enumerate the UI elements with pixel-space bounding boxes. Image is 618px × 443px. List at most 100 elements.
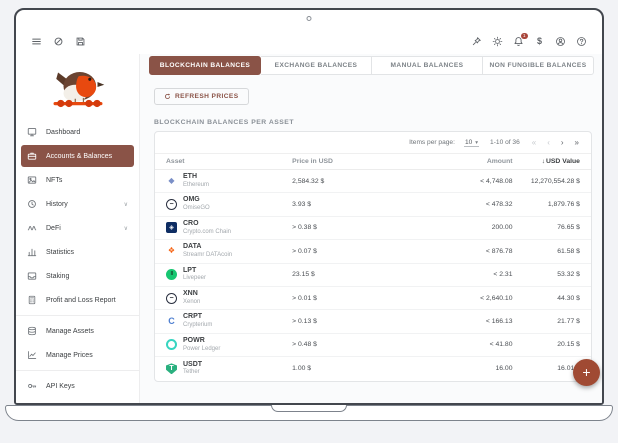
balance-tabs: BLOCKCHAIN BALANCES EXCHANGE BALANCES MA… — [149, 56, 594, 75]
app-topbar: 1 $ — [16, 28, 602, 54]
sort-descending-icon: ↓ — [541, 158, 545, 165]
section-title: BLOCKCHAIN BALANCES PER ASSET — [154, 119, 294, 126]
table-row-xnn[interactable]: − XNN Xenon > 0.01 $ < 2,640.10 44.30 $ — [155, 287, 591, 311]
refresh-prices-button[interactable]: REFRESH PRICES — [154, 88, 249, 105]
rotki-robin-logo — [16, 54, 139, 120]
header-price[interactable]: Price in USD — [292, 158, 333, 165]
image-icon — [27, 175, 37, 185]
page-range-label: 1-10 of 36 — [490, 139, 520, 146]
laptop-screen: 1 $ — [14, 8, 604, 405]
sidebar-item-statistics[interactable]: Statistics — [16, 240, 139, 264]
first-page-icon[interactable]: « — [531, 137, 537, 147]
sidebar-item-api-keys[interactable]: API Keys — [16, 374, 139, 398]
inbox-icon — [27, 271, 37, 281]
sidebar-item-profit-loss-report[interactable]: Profit and Loss Report — [16, 288, 139, 312]
key-icon — [27, 381, 37, 391]
prev-page-icon[interactable]: ‹ — [547, 137, 550, 147]
table-row-powr[interactable]: POWR Power Ledger > 0.48 $ < 41.80 20.15 … — [155, 334, 591, 358]
sidebar-item-manage-prices[interactable]: Manage Prices — [16, 343, 139, 367]
sidebar-item-label: Manage Assets — [46, 327, 94, 335]
sidebar-item-dashboard[interactable]: Dashboard — [16, 120, 139, 144]
balances-table-card: Items per page: 10 ▾ 1-10 of 36 « ‹ › » … — [154, 131, 592, 382]
sidebar-nav: Dashboard Accounts & Balances NFTs Histo… — [16, 120, 139, 398]
chevron-down-icon[interactable]: ∨ — [123, 225, 128, 232]
header-asset[interactable]: Asset — [166, 158, 185, 165]
tab-blockchain-balances[interactable]: BLOCKCHAIN BALANCES — [149, 56, 261, 75]
briefcase-icon — [27, 151, 37, 161]
laptop-base-notch — [271, 404, 347, 412]
main-content: BLOCKCHAIN BALANCES EXCHANGE BALANCES MA… — [140, 54, 602, 403]
next-page-icon[interactable]: › — [560, 137, 564, 147]
notification-badge: 1 — [521, 32, 528, 39]
sidebar-item-label: API Keys — [46, 382, 75, 390]
bar-chart-icon — [27, 247, 37, 257]
sidebar-item-label: History — [46, 200, 68, 208]
privacy-mode-icon[interactable] — [53, 36, 64, 47]
sidebar-item-history[interactable]: History ∨ — [16, 192, 139, 216]
laptop-bezel — [16, 10, 602, 28]
notifications-bell-icon[interactable]: 1 — [513, 32, 528, 47]
table-row-omg[interactable]: − OMG OmiseGO 3.93 $ < 478.32 1,879.76 $ — [155, 193, 591, 217]
usdt-asset-icon: T — [166, 363, 177, 375]
sidebar-item-label: Manage Prices — [46, 351, 93, 359]
sidebar-divider — [16, 370, 139, 371]
pin-icon[interactable] — [471, 36, 482, 47]
last-page-icon[interactable]: » — [574, 137, 579, 147]
laptop-base — [5, 404, 613, 421]
sidebar: Dashboard Accounts & Balances NFTs Histo… — [16, 54, 140, 403]
omg-asset-icon: − — [166, 199, 177, 211]
table-row-crpt[interactable]: C CRPT Crypterium > 0.13 $ < 166.13 21.77… — [155, 310, 591, 334]
table-row-lpt[interactable]: ‖ LPT Livepeer 23.15 $ < 2.31 53.32 $ — [155, 264, 591, 287]
help-icon[interactable] — [576, 36, 587, 47]
sidebar-item-label: Staking — [46, 272, 70, 280]
table-row-cro[interactable]: ◈ CRO Crypto.com Chain > 0.38 $ 200.00 76… — [155, 217, 591, 241]
data-asset-icon: ❖ — [167, 246, 176, 256]
sidebar-item-staking[interactable]: Staking — [16, 264, 139, 288]
sidebar-item-defi[interactable]: DeFi ∨ — [16, 216, 139, 240]
crpt-asset-icon: C — [168, 316, 175, 327]
sidebar-item-label: Profit and Loss Report — [46, 296, 116, 304]
tab-exchange-balances[interactable]: EXCHANGE BALANCES — [261, 56, 372, 75]
header-amount[interactable]: Amount — [486, 158, 513, 165]
tab-manual-balances[interactable]: MANUAL BALANCES — [372, 56, 483, 75]
sidebar-item-label: Dashboard — [46, 128, 81, 136]
page-size-select[interactable]: 10 ▾ — [463, 139, 480, 147]
cro-asset-icon: ◈ — [166, 222, 177, 234]
items-per-page-label: Items per page: — [409, 139, 455, 146]
eth-asset-icon: ◆ — [168, 176, 175, 186]
sidebar-item-label: Statistics — [46, 248, 75, 256]
hamburger-menu-icon[interactable] — [31, 36, 42, 47]
webcam-dot — [306, 16, 312, 21]
caret-down-icon: ▾ — [475, 139, 479, 146]
tab-non-fungible-balances[interactable]: NON FUNGIBLE BALANCES — [483, 56, 594, 75]
line-chart-icon — [27, 350, 37, 360]
sidebar-item-label: NFTs — [46, 176, 63, 184]
sidebar-item-manage-assets[interactable]: Manage Assets — [16, 319, 139, 343]
wave-chart-icon — [27, 223, 37, 233]
database-icon — [27, 326, 37, 336]
calculator-icon — [27, 295, 37, 305]
add-account-fab[interactable]: + — [573, 359, 600, 386]
theme-toggle-sun-icon[interactable] — [492, 36, 503, 47]
table-row-data[interactable]: ❖ DATA Streamr DATAcoin > 0.07 $ < 876.78… — [155, 240, 591, 264]
sidebar-item-label: Accounts & Balances — [46, 152, 113, 160]
dashboard-icon — [27, 127, 37, 137]
table-row-eth[interactable]: ◆ ETH Ethereum 2,584.32 $ < 4,748.08 12,2… — [155, 170, 591, 194]
currency-icon[interactable]: $ — [536, 36, 542, 46]
pagination-bar: Items per page: 10 ▾ 1-10 of 36 « ‹ › » — [155, 132, 591, 153]
sidebar-item-nfts[interactable]: NFTs — [16, 168, 139, 192]
refresh-icon — [165, 93, 171, 99]
lpt-asset-icon: ‖ — [166, 269, 177, 281]
table-row-usdt[interactable]: T USDT Tether 1.00 $ 16.00 16.01 $ — [155, 357, 591, 380]
sidebar-item-label: DeFi — [46, 224, 61, 232]
sidebar-item-accounts-balances[interactable]: Accounts & Balances — [21, 145, 134, 167]
chevron-down-icon[interactable]: ∨ — [123, 201, 128, 208]
table-header-row: Asset Price in USD Amount ↓USD Value — [155, 153, 591, 170]
sidebar-divider — [16, 315, 139, 316]
powr-asset-icon — [166, 339, 177, 351]
header-usd-value[interactable]: ↓USD Value — [541, 158, 580, 165]
save-icon[interactable] — [75, 36, 86, 47]
xnn-asset-icon: − — [166, 292, 177, 304]
account-icon[interactable] — [555, 36, 566, 47]
